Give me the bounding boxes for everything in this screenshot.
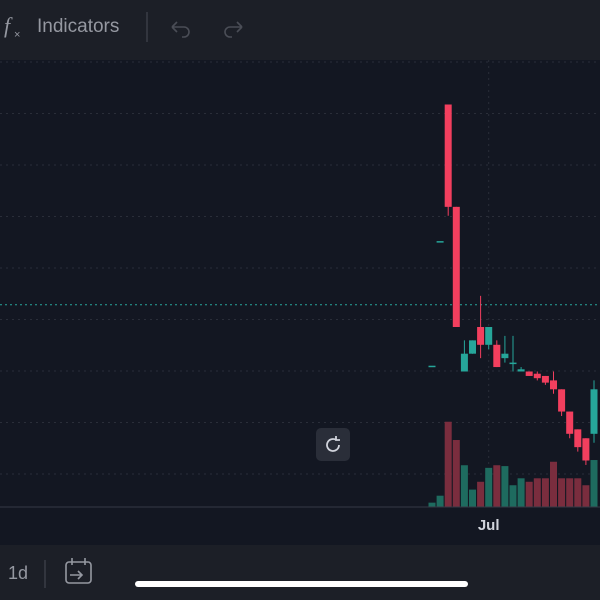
volume-bar [493,465,501,507]
candle-body [485,327,493,345]
undo-button[interactable] [171,21,190,38]
candle-body [477,327,485,345]
volume-bar [469,489,476,507]
volume-bar [558,478,566,507]
chart-plot [0,104,600,507]
candle-body [566,411,574,434]
volume-bar [509,485,517,507]
indicators-icon-x: × [14,29,20,41]
volume-bar [550,461,557,507]
candle-body [501,353,509,359]
volume-bar [501,466,509,507]
candle-body [517,369,525,372]
candle-body [590,389,598,434]
candle-body [509,362,517,365]
candle-body [582,438,590,461]
candle-body [525,371,533,376]
x-axis: Jul [478,517,500,534]
volume-bar [533,478,541,507]
candle-body [436,241,444,243]
candle-body [493,344,501,368]
x-tick-label: Jul [478,517,500,534]
indicators-icon[interactable]: f [4,13,13,38]
home-indicator [135,581,468,587]
volume-bar [574,478,582,507]
volume-bar [485,467,493,507]
candle-body [558,389,566,412]
go-to-date-button[interactable] [65,558,92,584]
candle-body [574,429,582,448]
redo-button[interactable] [224,21,243,38]
bottom-toolbar [0,545,600,600]
candle-body [460,353,468,372]
volume-bar [452,440,460,507]
volume-bar [477,481,485,507]
candle-body [444,104,452,207]
volume-bar [525,481,533,507]
volume-bar [428,502,436,507]
top-toolbar [0,0,600,60]
volume-bar [541,478,549,507]
volume-bar [517,478,525,507]
volume-bar [582,485,590,507]
volume-bar [590,460,598,507]
reset-icon [326,436,340,452]
candle-body [533,373,541,379]
candle-body [428,365,436,368]
candle-body [452,206,460,327]
candle-body [469,340,476,354]
candle-body [550,380,557,390]
interval-button[interactable]: 1d [8,563,28,583]
volume-bar [444,421,452,507]
reset-chart-button[interactable] [316,428,350,461]
grid [0,60,600,505]
indicators-button[interactable]: Indicators [37,16,119,37]
volume-bar [566,478,574,507]
volume-bar [460,465,468,507]
candle-body [541,375,549,383]
volume-bar [436,495,444,507]
